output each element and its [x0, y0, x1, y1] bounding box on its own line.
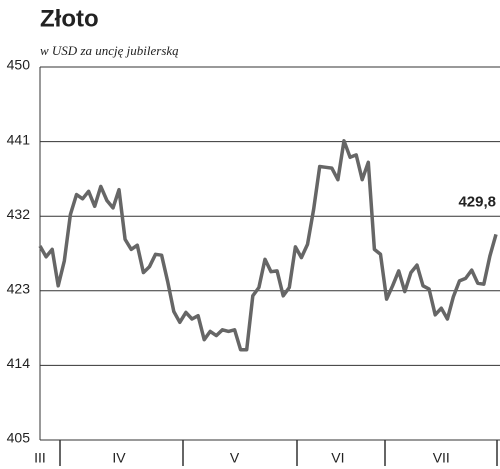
- x-tick-label: V: [230, 450, 240, 466]
- y-tick-label: 432: [7, 206, 31, 222]
- chart-subtitle: w USD za uncję jubilerską: [40, 43, 179, 58]
- x-tick-label: IV: [112, 450, 126, 466]
- y-tick-label: 450: [7, 57, 31, 73]
- y-tick-label: 423: [7, 281, 31, 297]
- month-separators: [59, 440, 498, 466]
- y-tick-label: 414: [7, 355, 31, 371]
- x-tick-label: III: [34, 450, 46, 466]
- price-line: [38, 139, 498, 352]
- value-label: 429,8: [458, 193, 496, 210]
- y-tick-label: 441: [7, 131, 31, 147]
- chart-title: Złoto: [40, 5, 99, 32]
- y-tick-label: 405: [7, 430, 31, 446]
- x-tick-label: VI: [331, 450, 344, 466]
- x-tick-label: VII: [433, 450, 450, 466]
